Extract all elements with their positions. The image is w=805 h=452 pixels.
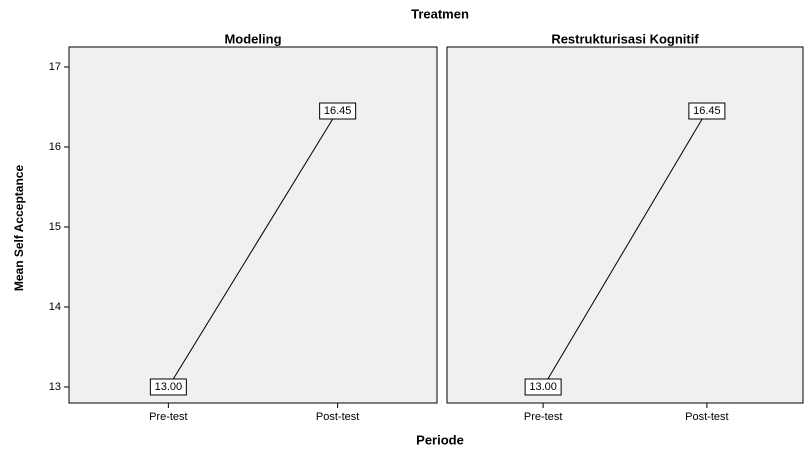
value-label: 13.00 (155, 381, 183, 393)
value-label: 13.00 (529, 381, 557, 393)
panel (446, 46, 804, 404)
y-tick-label: 13 (49, 381, 61, 393)
chart-title: Treatmen (411, 6, 469, 21)
value-label: 16.45 (324, 105, 352, 117)
x-tick-label: Pre-test (524, 411, 563, 423)
value-label: 16.45 (693, 105, 721, 117)
value-label-box (688, 102, 726, 120)
panel (68, 46, 438, 404)
x-tick-label: Post-test (685, 411, 728, 423)
x-axis-label: Periode (416, 432, 464, 447)
x-tick-label: Pre-test (149, 411, 188, 423)
data-line (542, 110, 708, 388)
panel-title: Modeling (224, 31, 281, 46)
value-label-box (524, 378, 562, 396)
y-tick-label: 17 (49, 61, 61, 73)
panel-title: Restrukturisasi Kognitif (551, 31, 699, 46)
value-label-box (149, 378, 187, 396)
y-axis-label: Mean Self Acceptance (12, 165, 26, 292)
value-label-box (319, 102, 357, 120)
y-tick-label: 15 (49, 221, 61, 233)
y-tick-label: 14 (49, 301, 61, 313)
x-tick-label: Post-test (316, 411, 359, 423)
y-tick-label: 16 (49, 141, 61, 153)
data-line (167, 110, 339, 388)
